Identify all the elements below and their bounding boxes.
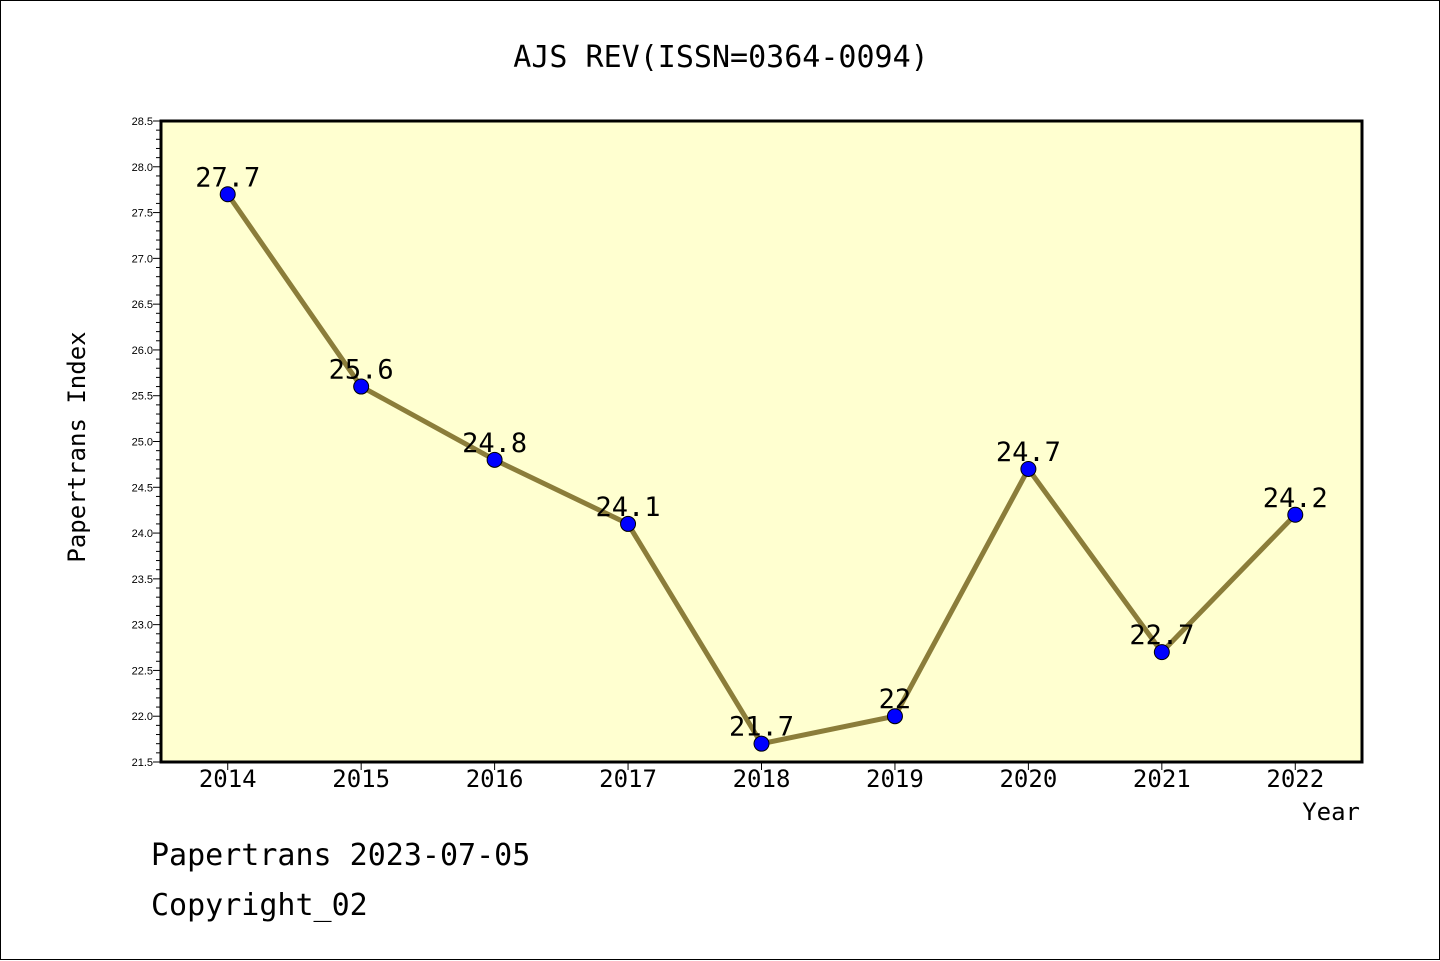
data-point bbox=[753, 735, 770, 752]
x-tick-label: 2018 bbox=[733, 765, 791, 793]
data-point bbox=[219, 186, 236, 203]
data-label: 24.8 bbox=[462, 428, 527, 459]
data-label: 22 bbox=[879, 684, 912, 715]
x-tick-label: 2015 bbox=[332, 765, 390, 793]
y-tick-label: 24.0 bbox=[132, 528, 153, 540]
footer-copyright-line: Copyright_02 bbox=[151, 888, 368, 923]
data-point bbox=[1287, 506, 1304, 523]
data-label: 21.7 bbox=[729, 712, 794, 743]
data-labels: 27.7 25.6 24.8 24.1 21.7 22 24.7 22.7 24.2 bbox=[195, 162, 1328, 742]
data-label: 24.1 bbox=[596, 492, 661, 523]
x-tick-label: 2021 bbox=[1133, 765, 1191, 793]
y-tick-label: 23.0 bbox=[132, 620, 153, 632]
y-tick-label: 27.5 bbox=[132, 208, 153, 220]
x-tick-label: 2014 bbox=[199, 765, 257, 793]
y-tick-label: 22.0 bbox=[132, 711, 153, 723]
data-label: 24.2 bbox=[1263, 483, 1328, 514]
x-axis-label: Year bbox=[1302, 798, 1360, 826]
data-point bbox=[486, 451, 503, 468]
y-axis-label: Papertrans Index bbox=[63, 331, 91, 562]
y-tick-label: 28.0 bbox=[132, 162, 153, 174]
chart-title: AJS REV(ISSN=0364-0094) bbox=[513, 40, 928, 75]
y-tick-label: 26.5 bbox=[132, 299, 153, 311]
data-label: 24.7 bbox=[996, 437, 1061, 468]
x-tick-label: 2016 bbox=[466, 765, 524, 793]
data-point bbox=[1153, 644, 1170, 661]
y-tick-label: 27.0 bbox=[132, 253, 153, 265]
x-tick-label: 2019 bbox=[866, 765, 924, 793]
y-tick-label: 22.5 bbox=[132, 665, 153, 677]
data-points bbox=[219, 186, 1304, 752]
y-tick-label: 28.5 bbox=[132, 116, 153, 128]
data-point bbox=[886, 708, 903, 725]
y-tick-label: 25.5 bbox=[132, 391, 153, 403]
data-label: 22.7 bbox=[1129, 620, 1194, 651]
y-tick-label: 21.5 bbox=[132, 757, 153, 769]
footer-date-line: Papertrans 2023-07-05 bbox=[151, 838, 530, 873]
data-label: 27.7 bbox=[195, 162, 260, 193]
plot-area bbox=[161, 121, 1362, 762]
y-tick-label: 23.5 bbox=[132, 574, 153, 586]
data-point bbox=[353, 378, 370, 395]
y-tick-label: 24.5 bbox=[132, 482, 153, 494]
plot-border bbox=[159, 119, 1364, 764]
x-tick-label: 2017 bbox=[599, 765, 657, 793]
data-point bbox=[620, 515, 637, 532]
y-tick-label: 25.0 bbox=[132, 437, 153, 449]
y-tick-label: 26.0 bbox=[132, 345, 153, 357]
x-tick-label: 2020 bbox=[999, 765, 1057, 793]
x-axis-tick-labels: 2014 2015 2016 2017 2018 2019 2020 2021 2022 bbox=[199, 765, 1324, 793]
x-tick-label: 2022 bbox=[1266, 765, 1324, 793]
data-label: 25.6 bbox=[329, 355, 394, 386]
y-axis-tick-labels: 21.5 22.0 22.5 23.0 23.5 24.0 24.5 25.0 25.5 26.0… bbox=[132, 116, 153, 769]
data-point bbox=[1020, 460, 1037, 477]
